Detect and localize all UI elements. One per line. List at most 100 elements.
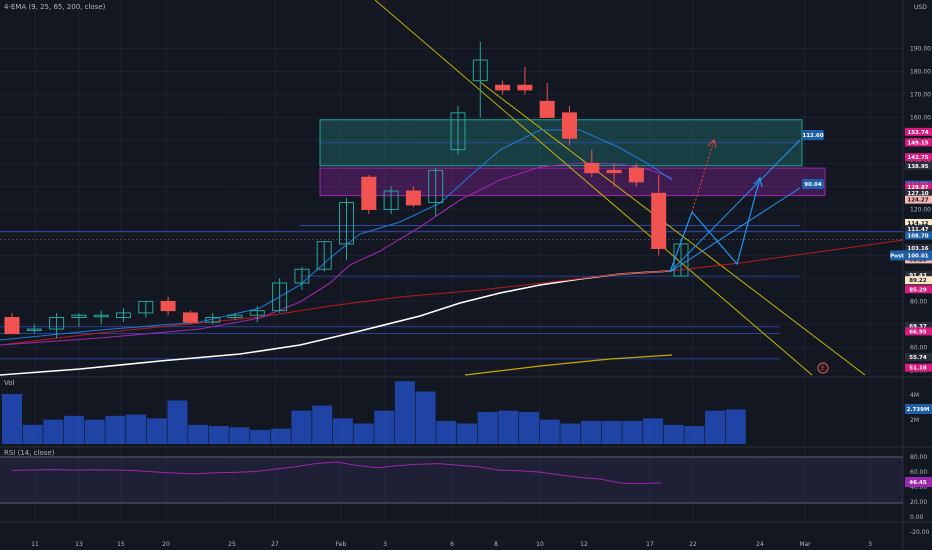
time-tick-label: Mar <box>799 541 811 548</box>
price-marker-value: 85.29 <box>909 287 927 293</box>
price-tick-label: 80.00 <box>910 298 927 305</box>
time-axis: 11 13 15 20 25 27 Feb 3 6 8 10 12 17 22 24 Mar 3 <box>31 541 872 548</box>
candle-body-up <box>49 317 65 330</box>
rsi-label: RSI (14, close) <box>4 449 55 457</box>
currency-label: USD <box>914 4 927 11</box>
candle-body-down <box>539 100 555 118</box>
volume-bar <box>312 405 333 444</box>
price-zones <box>319 119 826 197</box>
time-tick-label: 24 <box>756 541 764 548</box>
price-marker-value: 124.27 <box>907 198 928 204</box>
price-tick-label: 190.00 <box>910 45 931 52</box>
channel-upper-line <box>374 0 813 376</box>
candle-body-up <box>272 282 288 312</box>
candle-body-up <box>71 314 87 319</box>
rsi-pane: 80.00 60.00 40.00 20.00 0.00 -20.00 46.45 <box>0 454 932 536</box>
time-tick-label: 13 <box>75 541 83 548</box>
volume-pane: 2.739M 4M 2M <box>2 381 932 444</box>
candle-body-up <box>316 241 332 270</box>
ema-long-line <box>464 354 673 376</box>
horizontal-levels <box>0 142 903 360</box>
price-marker-value: 66.95 <box>909 329 927 335</box>
price-marker-value: 142.75 <box>907 155 928 161</box>
candle-body-up <box>26 328 42 332</box>
candle-body-up <box>205 317 221 323</box>
rsi-tick-label: 40.00 <box>910 484 927 491</box>
candlesticks[interactable] <box>4 41 689 339</box>
volume-bar <box>22 424 43 444</box>
projection-arrow-head <box>753 176 763 188</box>
ema-25-line <box>0 162 673 346</box>
candle-body-down <box>606 169 622 174</box>
time-tick-label: 22 <box>689 541 697 548</box>
price-marker-badge <box>905 195 932 204</box>
price-tick-label: 160.00 <box>910 114 931 121</box>
candle-body-down <box>405 190 421 206</box>
price-marker-badge <box>905 244 932 253</box>
volume-bar <box>394 381 415 444</box>
candle-body-up <box>138 300 154 314</box>
volume-tick-label: 2M <box>910 417 919 424</box>
time-tick-label: 6 <box>450 541 454 548</box>
volume-bar <box>84 419 105 444</box>
projection-tag-value: 90.04 <box>804 182 822 188</box>
volume-bar <box>498 410 519 444</box>
price-marker-badge <box>905 363 932 372</box>
time-tick-label: 12 <box>580 541 588 548</box>
time-tick-label: 3 <box>868 541 872 548</box>
price-tick-label: 170.00 <box>910 91 931 98</box>
post-label-badge <box>890 250 905 261</box>
rsi-band <box>0 457 903 503</box>
price-marker-value: 111.47 <box>907 227 928 233</box>
price-marker-badge <box>905 182 932 191</box>
price-tick-label: 180.00 <box>910 68 931 75</box>
volume-bar <box>105 415 126 444</box>
volume-bar <box>581 420 602 444</box>
volume-tick-label: 4M <box>910 392 919 399</box>
rsi-line <box>11 461 662 485</box>
volume-bar <box>684 426 705 444</box>
candle-body-down <box>495 84 511 91</box>
rsi-tick-label: 60.00 <box>910 469 927 476</box>
volume-bar <box>229 427 250 444</box>
volume-bar <box>725 409 746 444</box>
volume-bar <box>270 428 291 444</box>
price-marker-badge <box>905 285 932 294</box>
price-marker-value: 138.95 <box>907 164 928 170</box>
volume-bar <box>539 419 560 444</box>
price-marker-badge <box>905 276 932 285</box>
volume-bar <box>291 410 312 444</box>
volume-bar <box>167 400 188 444</box>
candle-body-down <box>517 84 533 91</box>
volume-bar <box>208 426 229 444</box>
volume-bar <box>643 418 664 444</box>
time-tick-label: 20 <box>162 541 170 548</box>
volume-bar <box>436 420 457 444</box>
price-marker-value: 153.74 <box>907 130 928 136</box>
candle-body-up <box>93 314 109 318</box>
rsi-current-badge <box>905 477 932 487</box>
candle-body-down <box>361 176 377 210</box>
price-marker-badge <box>905 153 932 162</box>
candle-body-up <box>116 312 131 319</box>
price-marker-value: 69.37 <box>909 324 927 330</box>
time-tick-label: 15 <box>117 541 125 548</box>
trend-channel <box>374 0 866 376</box>
candle-body-up <box>227 314 243 319</box>
price-marker-value: 129.87 <box>907 185 928 191</box>
volume-bar <box>663 424 684 444</box>
volume-bar <box>622 420 643 444</box>
rsi-tick-label: 80.00 <box>910 454 927 461</box>
price-marker-value: 114.12 <box>907 221 928 227</box>
volume-bar <box>353 423 374 444</box>
earnings-marker-icon: E <box>821 365 825 372</box>
time-tick-label: Feb <box>336 541 347 548</box>
candle-body-down <box>4 317 20 335</box>
price-axis: 190.00180.00170.00160.00150.00140.00130.… <box>890 45 932 374</box>
price-marker-badge <box>905 231 932 240</box>
price-marker-value: 108.70 <box>907 233 928 239</box>
price-marker-badge <box>905 218 932 227</box>
price-marker-badge <box>905 138 932 147</box>
projection-lines: 112.60 90.04 E <box>669 130 829 374</box>
